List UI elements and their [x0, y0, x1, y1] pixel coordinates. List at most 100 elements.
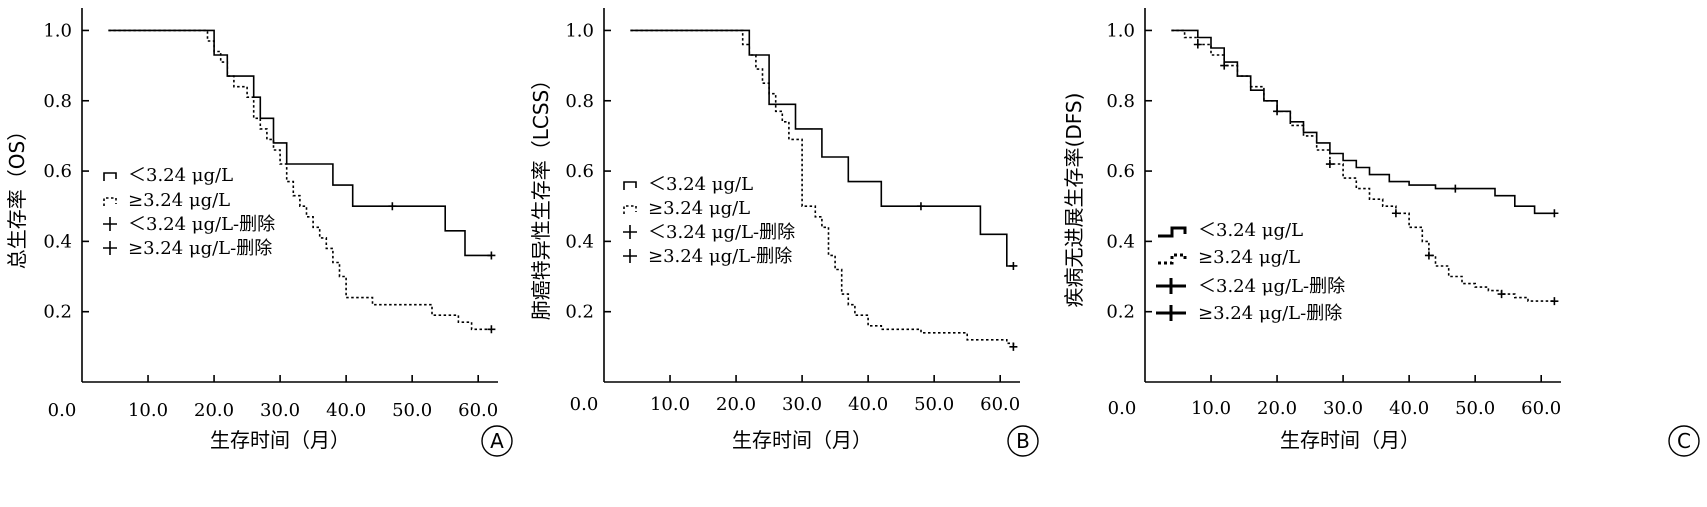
panel-b-ytick-label-1: 0.4 [565, 231, 594, 252]
panel-a-legend-symbol-high-censored [103, 241, 117, 255]
panel-c-legend-symbol-low [1158, 226, 1187, 238]
panel-a-xtick-label-1: 20.0 [194, 400, 234, 421]
panel-c-x-axis-title: 生存时间（月） [1280, 428, 1420, 452]
panel-a: 0.20.40.60.81.010.0 20.0 30.0 40.0 50.0 60.0 … [5, 8, 513, 457]
panel-b-legend-low: ＜3.24 μg/L [648, 174, 753, 195]
panel-b-ticks: 0.2 0.4 0.6 0.8 1.0 10.0 20.0 30.0 40.0 50.0 60.0 [565, 20, 1020, 415]
panel-c-series-1-line [1171, 29, 1555, 302]
panel-c-xtick-label-5: 60.0 [1521, 398, 1561, 419]
panel-a-legend-symbol-low-censored [103, 217, 117, 231]
panel-c-series-1-censor-5 [1424, 251, 1433, 260]
panel-b-series-1-censor-0 [1009, 342, 1018, 351]
panel-a-legend: ＜3.24 μg/L ≥3.24 μg/L ＜3.24 μg/L-删除 ≥3.2… [103, 165, 275, 259]
panel-a-ytick-label-4: 1.0 [43, 20, 72, 41]
panel-b-xtick-label-4: 50.0 [914, 394, 954, 415]
panel-a-legend-high: ≥3.24 μg/L [128, 190, 230, 211]
panel-a-series-0-censor-1 [487, 251, 496, 260]
panel-c-series-1-censor-1 [1220, 61, 1229, 70]
panel-b-y-axis-title: 肺癌特异性生存率（LCSS） [529, 70, 553, 321]
panel-b-xtick-label-5: 60.0 [980, 394, 1020, 415]
panel-b-xtick-label-1: 20.0 [716, 394, 756, 415]
panel-a-legend-symbol-high [103, 197, 117, 206]
panel-c-legend-low: ＜3.24 μg/L [1198, 220, 1303, 241]
panel-c-series-1-censor-7 [1550, 297, 1559, 306]
panel-a-ytick-label-2: 0.6 [43, 161, 72, 182]
panel-c-series-0-censor-0 [1451, 184, 1460, 193]
panel-c-series-0-line [1171, 29, 1555, 215]
panel-c-letter: C [1677, 429, 1691, 453]
panel-b-letter-circle [1007, 425, 1039, 457]
panel-c-legend-high-censored: ≥3.24 μg/L-删除 [1198, 303, 1342, 324]
panel-a-legend-high-censored: ≥3.24 μg/L-删除 [128, 238, 272, 259]
panel-c-x-origin-label: 0.0 [1108, 398, 1137, 419]
panel-c-ticks: 0.2 0.4 0.6 0.8 1.0 10.0 20.0 30.0 40.0 50.0 60.0 [1106, 20, 1561, 419]
panel-c-series-1-censor-3 [1325, 160, 1334, 169]
panel-c-series-1-censor-4 [1391, 209, 1400, 218]
panel-a-letter: A [490, 429, 504, 453]
panel-c-ytick-label-3: 0.8 [1106, 91, 1135, 112]
panel-b-x-origin-label: 0.0 [570, 394, 599, 415]
panel-b-legend-symbol-high [623, 205, 637, 214]
panel-a-series-0-censor-0 [388, 202, 397, 211]
panel-b-legend-high-censored: ≥3.24 μg/L-删除 [648, 246, 792, 267]
panel-a-series-0-line [108, 29, 492, 257]
panel-b-legend-symbol-low [623, 181, 637, 190]
panel-a-y-axis-title: 总生存率（OS） [5, 121, 29, 269]
panel-c-ytick-label-4: 1.0 [1106, 20, 1135, 41]
panel-a-ticks: 0.2 0.4 0.6 0.8 1.0 10.0 20.0 30.0 40.0 50.0 60.0 [43, 20, 498, 421]
panel-b-series-0-censor-0 [916, 202, 925, 211]
panel-c-xtick-label-3: 40.0 [1389, 398, 1429, 419]
panel-b-ytick-label-2: 0.6 [565, 161, 594, 182]
panel-a-xtick-label-0: 10.0 [128, 400, 168, 421]
panel-b: 0.20.40.60.81.010.0 20.0 30.0 40.0 50.0 60.0 … [529, 8, 1039, 457]
panel-b-letter: B [1016, 429, 1030, 453]
panel-b-xtick-label-0: 10.0 [650, 394, 690, 415]
panel-c-xtick-label-4: 50.0 [1455, 398, 1495, 419]
panel-c-ytick-label-0: 0.2 [1106, 302, 1135, 323]
panel-c-legend: ＜3.24 μg/L ≥3.24 μg/L ＜3.24 μg/L-删除 ≥3.2… [1156, 220, 1345, 324]
panel-a-ytick-label-0: 0.2 [43, 302, 72, 323]
panel-b-legend-symbol-low-censored [623, 225, 637, 239]
panel-a-letter-circle [481, 425, 513, 457]
panel-c-legend-low-censored: ＜3.24 μg/L-删除 [1198, 276, 1345, 297]
panel-b-curves [630, 29, 1018, 351]
panel-c-legend-symbol-high [1158, 253, 1187, 265]
panel-a-legend-low: ＜3.24 μg/L [128, 165, 233, 186]
panel-b-series-0-censor-1 [1009, 261, 1018, 270]
panel-b-legend-high: ≥3.24 μg/L [648, 198, 750, 219]
panel-b-legend-low-censored: ＜3.24 μg/L-删除 [648, 222, 795, 243]
panel-b-legend: ＜3.24 μg/L ≥3.24 μg/L ＜3.24 μg/L-删除 ≥3.2… [623, 174, 795, 267]
panel-b-xtick-label-2: 30.0 [782, 394, 822, 415]
panel-c-series-1-censor-0 [1193, 40, 1202, 49]
panel-c-series-1-censor-6 [1497, 290, 1506, 299]
panel-c-series-0-censor-1 [1550, 209, 1559, 218]
panel-a-curves [108, 29, 496, 334]
panel-b-ytick-label-4: 1.0 [565, 20, 594, 41]
panel-a-legend-low-censored: ＜3.24 μg/L-删除 [128, 214, 275, 235]
panel-a-series-1-censor-0 [487, 325, 496, 334]
panel-a-xtick-label-4: 50.0 [392, 400, 432, 421]
panel-c-xtick-label-0: 10.0 [1191, 398, 1231, 419]
panel-a-legend-symbol-low [103, 172, 117, 181]
panel-c-ytick-label-2: 0.6 [1106, 161, 1135, 182]
panel-b-legend-symbol-high-censored [623, 249, 637, 263]
panel-c-letter-circle [1668, 425, 1700, 457]
panel-a-series-1-line [108, 29, 492, 331]
panel-a-xtick-label-3: 40.0 [326, 400, 366, 421]
panel-c-xtick-label-2: 30.0 [1323, 398, 1363, 419]
panel-c-series-1-censor-2 [1273, 107, 1282, 116]
panel-c-legend-symbol-high-censored [1156, 305, 1186, 321]
panel-a-xtick-label-2: 30.0 [260, 400, 300, 421]
panel-b-ytick-label-0: 0.2 [565, 302, 594, 323]
panel-a-ytick-label-3: 0.8 [43, 91, 72, 112]
panel-b-x-axis-title: 生存时间（月） [732, 428, 872, 452]
panel-c-ytick-label-1: 0.4 [1106, 231, 1135, 252]
panel-a-x-origin-label: 0.0 [48, 400, 77, 421]
panel-c-legend-symbol-low-censored [1156, 278, 1186, 294]
panel-c-xtick-label-1: 20.0 [1257, 398, 1297, 419]
panel-a-xtick-label-5: 60.0 [458, 400, 498, 421]
panel-a-ytick-label-1: 0.4 [43, 231, 72, 252]
panel-c-y-axis-title: 疾病无进展生存率(DFS) [1062, 93, 1086, 308]
panel-b-xtick-label-3: 40.0 [848, 394, 888, 415]
